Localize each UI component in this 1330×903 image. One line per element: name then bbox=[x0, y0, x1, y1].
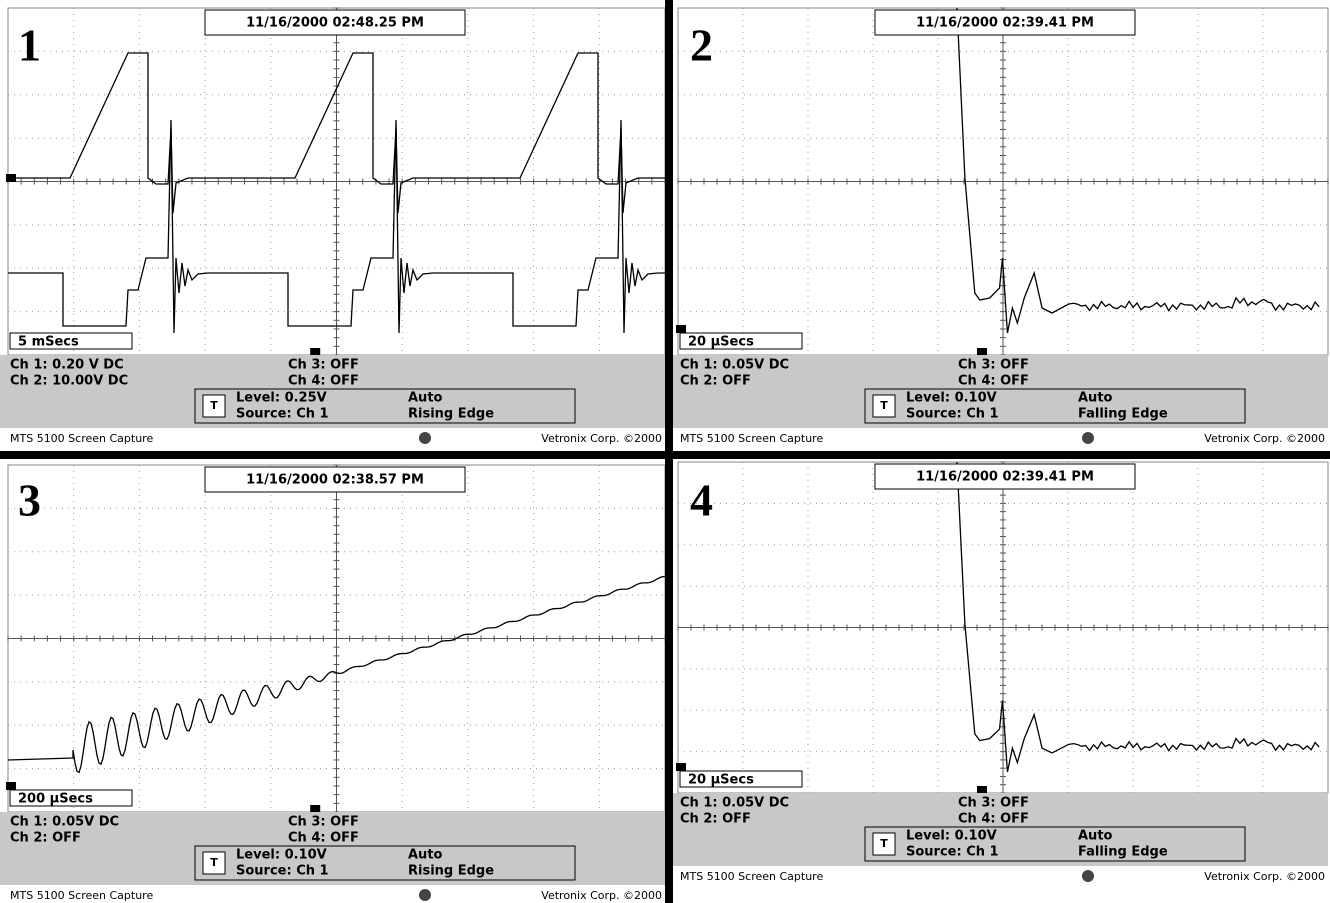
vetronix-logo bbox=[419, 889, 431, 901]
ch2-setting: Ch 2: 10.00V DC bbox=[10, 374, 128, 389]
trigger-mode: Auto bbox=[408, 848, 443, 863]
trigger-mode: Auto bbox=[408, 391, 443, 406]
trigger-marker bbox=[977, 786, 987, 794]
panel-number: 3 bbox=[18, 475, 41, 526]
trigger-source: Source: Ch 1 bbox=[236, 407, 329, 422]
trigger-level: Level: 0.10V bbox=[906, 391, 997, 406]
timebase: 5 mSecs bbox=[18, 335, 79, 350]
scope-panel: 11/16/2000 02:39.41 PM 4 20 µSecs Ch 1: 0.0… bbox=[670, 462, 1328, 883]
footer-right: Vetronix Corp. ©2000 bbox=[541, 889, 662, 902]
ch1-setting: Ch 1: 0.05V DC bbox=[680, 358, 789, 373]
trigger-source: Source: Ch 1 bbox=[236, 864, 329, 879]
trigger-mode: Auto bbox=[1078, 391, 1113, 406]
trigger-level: Level: 0.25V bbox=[236, 391, 327, 406]
ch4-setting: Ch 4: OFF bbox=[288, 374, 359, 389]
trigger-source: Source: Ch 1 bbox=[906, 407, 999, 422]
trigger-edge: Falling Edge bbox=[1078, 845, 1168, 860]
channel-marker bbox=[6, 174, 16, 182]
scope-panel: 11/16/2000 02:39.41 PM 2 20 µSecs Ch 1: 0.0… bbox=[670, 8, 1328, 445]
channel-marker bbox=[676, 325, 686, 333]
vetronix-logo bbox=[419, 432, 431, 444]
trigger-level: Level: 0.10V bbox=[906, 829, 997, 844]
ch1-setting: Ch 1: 0.05V DC bbox=[680, 796, 789, 811]
ch4-setting: Ch 4: OFF bbox=[288, 831, 359, 846]
trigger-icon: T bbox=[880, 837, 888, 850]
ch2-setting: Ch 2: OFF bbox=[10, 831, 81, 846]
footer-right: Vetronix Corp. ©2000 bbox=[1204, 432, 1325, 445]
ch2-setting: Ch 2: OFF bbox=[680, 374, 751, 389]
trigger-mode: Auto bbox=[1078, 829, 1113, 844]
vetronix-logo bbox=[1082, 870, 1094, 882]
timestamp: 11/16/2000 02:38.57 PM bbox=[246, 473, 424, 488]
timebase: 20 µSecs bbox=[688, 773, 754, 788]
trigger-edge: Falling Edge bbox=[1078, 407, 1168, 422]
ch3-setting: Ch 3: OFF bbox=[958, 358, 1029, 373]
ch4-setting: Ch 4: OFF bbox=[958, 374, 1029, 389]
ch1-setting: Ch 1: 0.20 V DC bbox=[10, 358, 124, 373]
channel-marker bbox=[676, 763, 686, 771]
timebase: 20 µSecs bbox=[688, 335, 754, 350]
panel-number: 2 bbox=[690, 20, 713, 71]
channel-marker bbox=[6, 782, 16, 790]
panel-number: 1 bbox=[18, 20, 41, 71]
ch1-setting: Ch 1: 0.05V DC bbox=[10, 815, 119, 830]
trigger-marker bbox=[977, 348, 987, 356]
ch3-setting: Ch 3: OFF bbox=[958, 796, 1029, 811]
trigger-source: Source: Ch 1 bbox=[906, 845, 999, 860]
panel-number: 4 bbox=[690, 475, 713, 526]
ch4-setting: Ch 4: OFF bbox=[958, 812, 1029, 827]
scope-panel: 11/16/2000 02:48.25 PM 1 5 mSecs Ch 1: 0.20… bbox=[0, 8, 665, 445]
trigger-edge: Rising Edge bbox=[408, 407, 494, 422]
timestamp: 11/16/2000 02:39.41 PM bbox=[916, 470, 1094, 485]
footer-left: MTS 5100 Screen Capture bbox=[680, 870, 823, 883]
divider bbox=[0, 451, 1330, 459]
timebase: 200 µSecs bbox=[18, 792, 93, 807]
ch3-setting: Ch 3: OFF bbox=[288, 815, 359, 830]
trigger-edge: Rising Edge bbox=[408, 864, 494, 879]
footer-right: Vetronix Corp. ©2000 bbox=[541, 432, 662, 445]
footer-right: Vetronix Corp. ©2000 bbox=[1204, 870, 1325, 883]
footer-left: MTS 5100 Screen Capture bbox=[680, 432, 823, 445]
footer-left: MTS 5100 Screen Capture bbox=[10, 889, 153, 902]
ch2-setting: Ch 2: OFF bbox=[680, 812, 751, 827]
vetronix-logo bbox=[1082, 432, 1094, 444]
trigger-marker bbox=[310, 348, 320, 356]
timestamp: 11/16/2000 02:48.25 PM bbox=[246, 16, 424, 31]
screen: 11/16/2000 02:48.25 PM 1 5 mSecs Ch 1: 0.20… bbox=[0, 0, 1330, 903]
scope-panel: 11/16/2000 02:38.57 PM 3 200 µSecs Ch 1: 0.… bbox=[0, 465, 665, 902]
trigger-marker bbox=[310, 805, 320, 813]
trigger-level: Level: 0.10V bbox=[236, 848, 327, 863]
trigger-icon: T bbox=[880, 399, 888, 412]
trigger-icon: T bbox=[210, 856, 218, 869]
timestamp: 11/16/2000 02:39.41 PM bbox=[916, 16, 1094, 31]
trigger-icon: T bbox=[210, 399, 218, 412]
ch3-setting: Ch 3: OFF bbox=[288, 358, 359, 373]
footer-left: MTS 5100 Screen Capture bbox=[10, 432, 153, 445]
